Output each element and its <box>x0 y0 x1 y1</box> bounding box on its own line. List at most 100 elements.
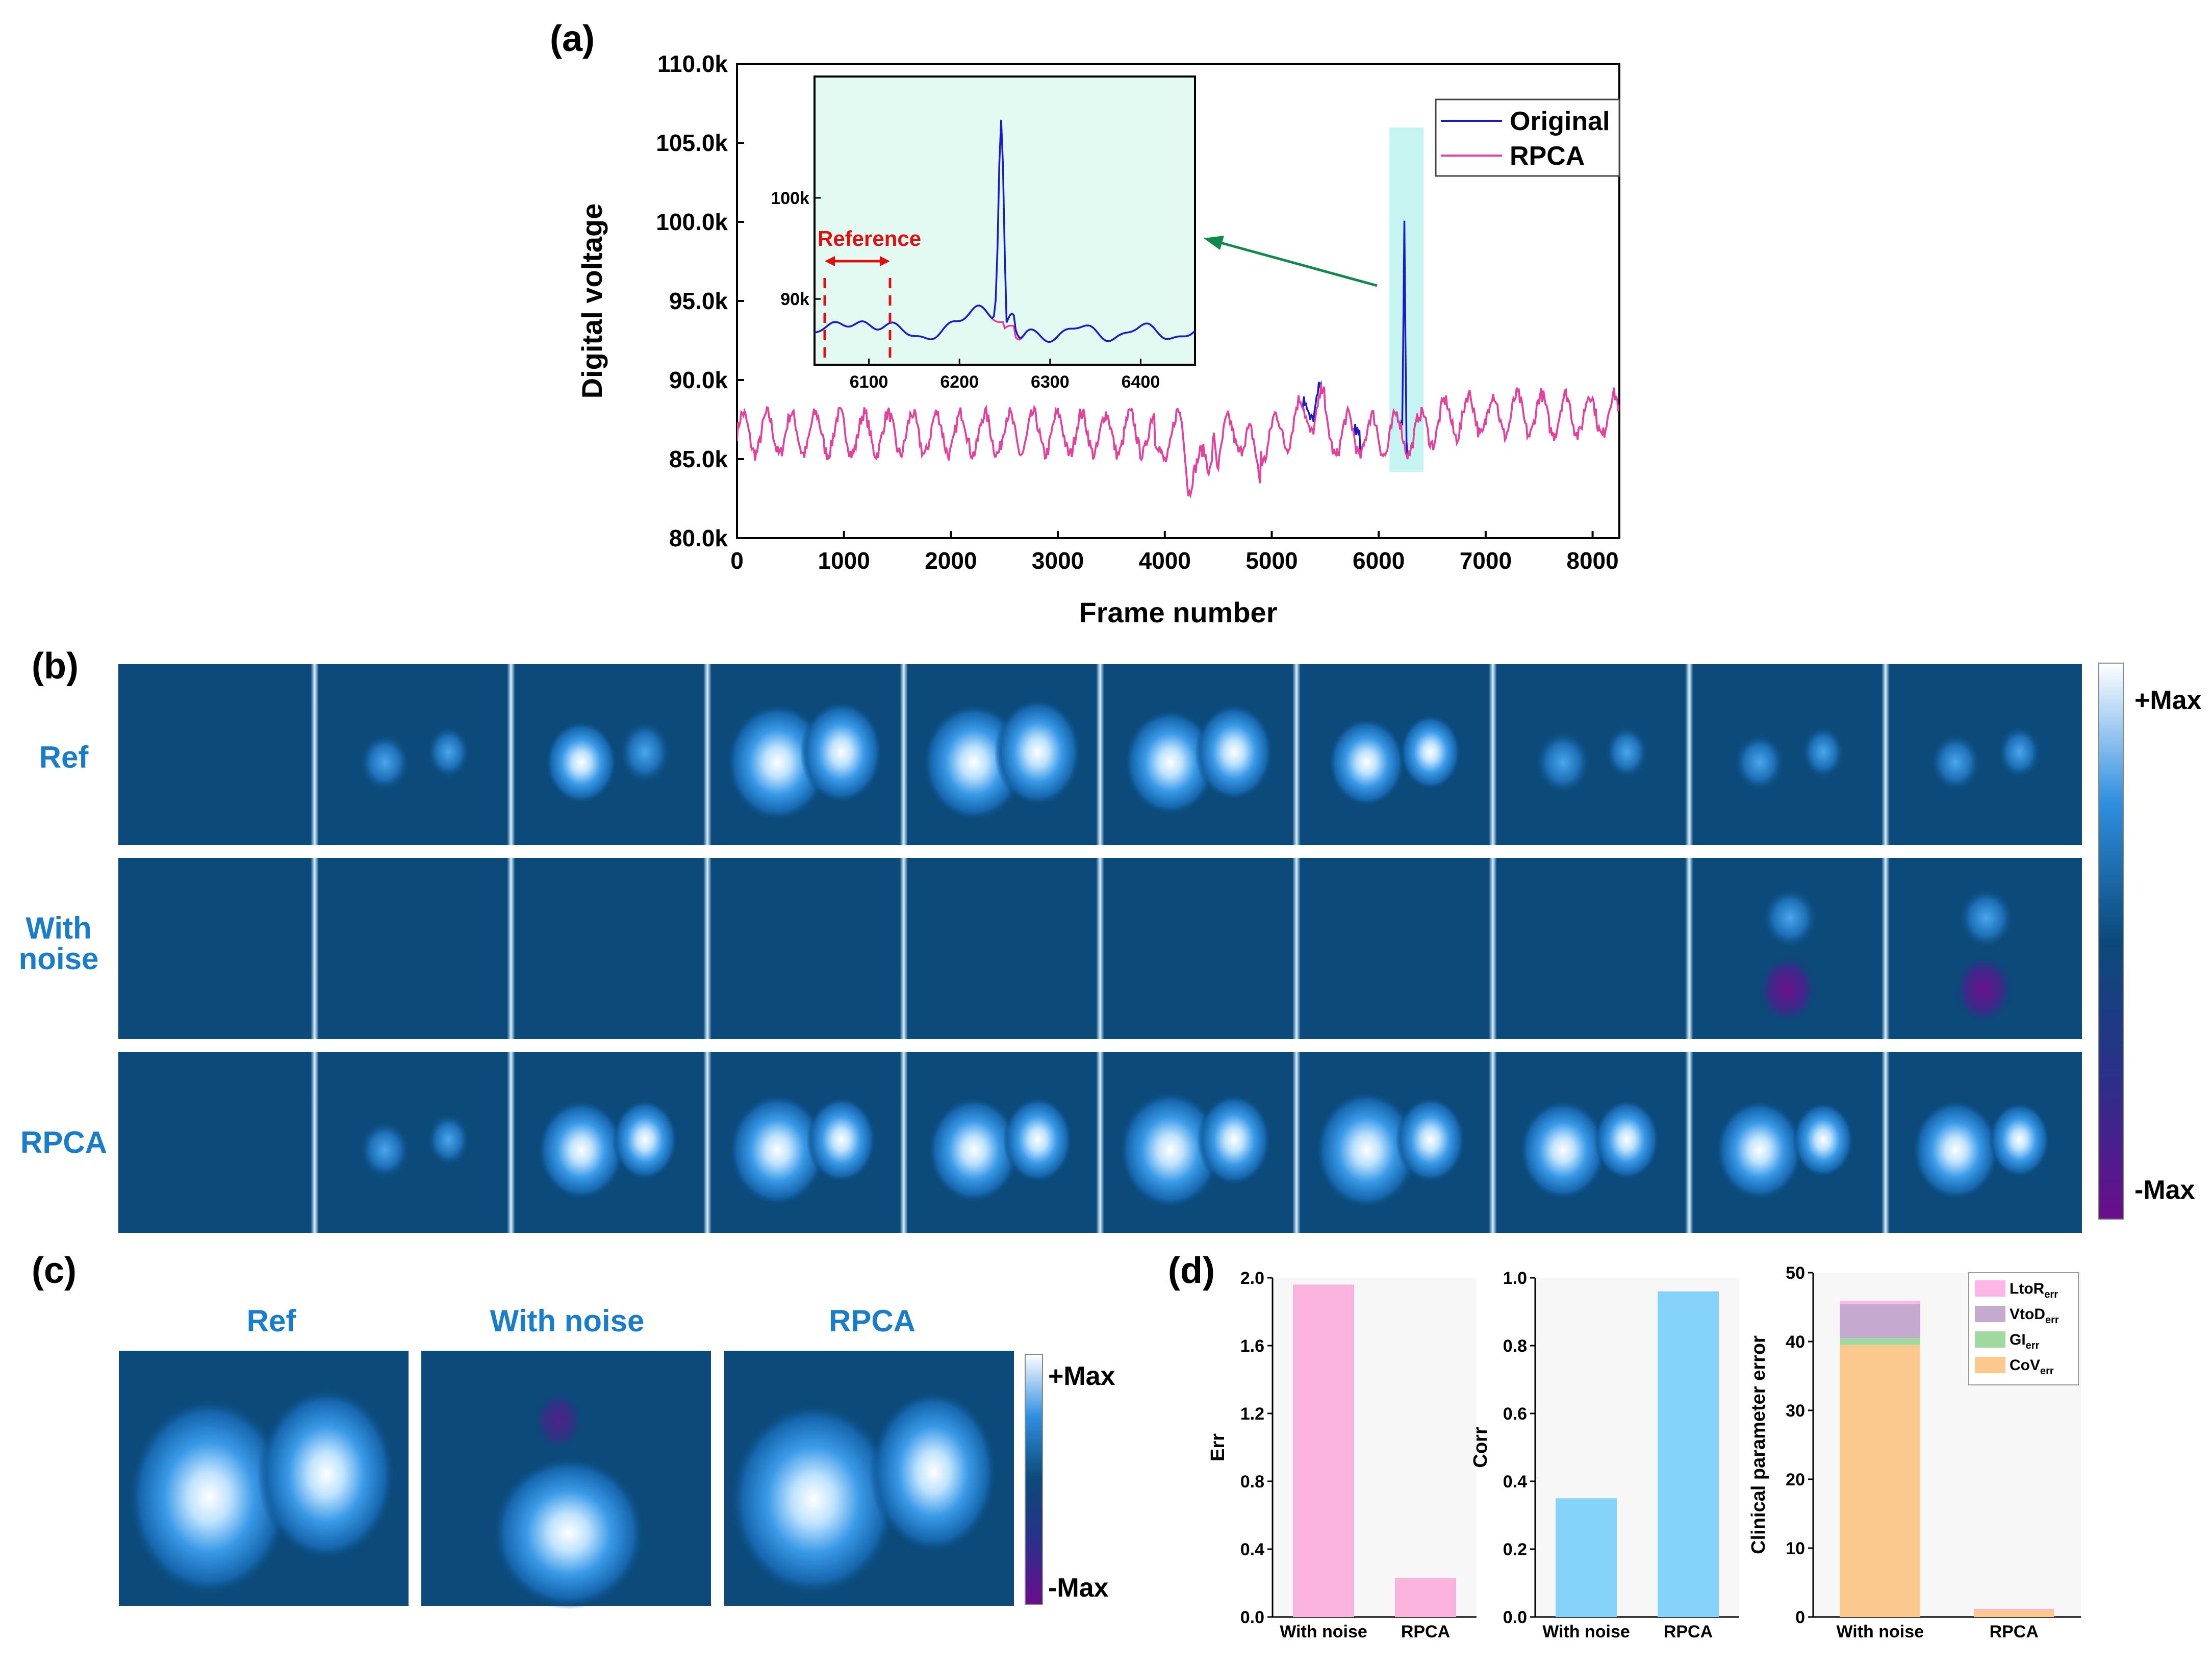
row-label-with: With <box>26 911 91 945</box>
heatmap-frame <box>900 858 1100 1039</box>
y-tick-label: 0.8 <box>1240 1472 1264 1492</box>
colorbar-b-gradient <box>2098 663 2124 1220</box>
legend-label-rpca: RPCA <box>1510 141 1585 171</box>
bar <box>1556 1498 1617 1617</box>
panel-c: Ref With noise RPCA +Max -Max <box>119 1304 1115 1609</box>
y-tick-label: 0 <box>1795 1608 1805 1627</box>
x-tick-label: RPCA <box>1664 1622 1713 1641</box>
chart-d-corr: 0.0 0.2 0.4 0.6 0.8 1.0 With noise RPCA Corr <box>1470 1269 1739 1641</box>
y-tick-label: 0.4 <box>1240 1540 1264 1559</box>
y-tick-label: 100.0k <box>656 209 728 235</box>
panel-c-image-rpca <box>724 1351 1014 1606</box>
legend-label-original: Original <box>1510 107 1610 136</box>
heatmap-frame <box>1489 1052 1689 1233</box>
x-tick-label: RPCA <box>1990 1622 2039 1641</box>
heatmap-frame <box>311 858 511 1039</box>
panel-label-c: (c) <box>32 1250 77 1291</box>
colorbar-c-gradient <box>1025 1354 1043 1605</box>
heatmap-frame <box>507 858 707 1039</box>
colorbar-b-max: +Max <box>2134 686 2202 715</box>
row-label-rpca: RPCA <box>20 1125 107 1159</box>
x-axis-title-a: Frame number <box>1079 596 1278 628</box>
x-tick-label: 1000 <box>818 547 870 574</box>
zoom-arrow-head <box>1204 236 1224 250</box>
x-tick-label: 3000 <box>1032 547 1084 574</box>
y-axis-title-a: Digital voltage <box>576 204 608 399</box>
y-tick-label: 85.0k <box>669 446 728 472</box>
bar-segment-cov <box>1974 1610 2054 1617</box>
heatmap-frame <box>311 664 511 845</box>
inset-y-tick-label: 90k <box>780 290 809 309</box>
panel-c-title-rpca: RPCA <box>829 1304 916 1338</box>
legend-swatch-ltor <box>1975 1280 2005 1297</box>
x-tick-label: 4000 <box>1139 547 1191 574</box>
heatmap-frame <box>1685 1052 1886 1233</box>
panel-c-title-noise: With noise <box>490 1304 645 1338</box>
heatmap-frame <box>311 1052 511 1233</box>
legend-a: Original RPCA <box>1435 98 1620 177</box>
y-axis-title: Clinical parameter error <box>1748 1335 1769 1554</box>
chart-a: 80.0k 85.0k 90.0k 95.0k 100.0k 105.0k 110.0k 0… <box>576 50 1620 628</box>
x-tick-label: 8000 <box>1566 547 1618 574</box>
heatmap-frame <box>1096 664 1296 845</box>
inset-series-original <box>815 119 1195 343</box>
y-tick-label: 1.6 <box>1240 1336 1264 1356</box>
y-tick-label: 80.0k <box>669 525 728 551</box>
panel-c-image-ref <box>119 1351 409 1606</box>
y-tick-label: 0.0 <box>1503 1608 1527 1627</box>
x-tick-label: RPCA <box>1401 1622 1450 1641</box>
legend-box <box>1435 98 1620 177</box>
heatmap-frame <box>1292 664 1493 845</box>
y-tick-label: 110.0k <box>657 50 728 77</box>
heatmap-frame <box>507 664 707 845</box>
x-tick-label: With noise <box>1836 1622 1924 1641</box>
bar-segment-ltor <box>1974 1608 2054 1610</box>
row-label-noise: noise <box>19 942 99 976</box>
chart-d-err: 0.0 0.4 0.8 1.2 1.6 2.0 With noise RPCA Err <box>1207 1269 1477 1641</box>
x-tick-label: With noise <box>1280 1622 1367 1641</box>
inset-x-tick-label: 6400 <box>1122 372 1160 392</box>
heatmap-frame <box>900 1052 1100 1233</box>
series-line-rpca <box>737 383 1619 499</box>
legend-swatch-vtod <box>1975 1306 2005 1322</box>
x-tick-label: 7000 <box>1460 547 1512 574</box>
heatmap-frame <box>1882 858 2082 1039</box>
heatmap-frame <box>1489 664 1689 845</box>
colorbar-b-min: -Max <box>2134 1175 2195 1205</box>
y-tick-label: 2.0 <box>1240 1269 1264 1288</box>
y-tick-label: 20 <box>1786 1470 1805 1489</box>
panel-label-a: (a) <box>550 18 595 59</box>
y-tick-label: 1.0 <box>1503 1269 1527 1288</box>
heatmap-frame <box>1096 858 1296 1039</box>
panel-c-image-with-noise <box>421 1351 711 1609</box>
heatmap-frame <box>1096 1052 1296 1233</box>
heatmap-frame <box>118 858 315 1039</box>
y-tick-label: 95.0k <box>669 288 728 314</box>
heatmap-frame <box>1882 664 2082 845</box>
bar <box>1658 1291 1719 1617</box>
heatmap-frame <box>703 1052 904 1233</box>
colorbar-c-max: +Max <box>1048 1361 1115 1391</box>
panel-label-b: (b) <box>32 646 79 687</box>
row-label-ref: Ref <box>39 740 89 774</box>
panel-c-title-ref: Ref <box>247 1304 297 1338</box>
inset-x-tick-label: 6200 <box>940 372 979 392</box>
heatmap-frame <box>703 858 904 1039</box>
y-tick-label: 105.0k <box>656 130 728 156</box>
x-tick-label: With noise <box>1542 1622 1630 1641</box>
reference-arrow-right <box>880 256 890 266</box>
y-tick-label: 0.4 <box>1503 1472 1527 1492</box>
inset-x-tick-label: 6300 <box>1031 372 1070 392</box>
inset-x-tick-label: 6100 <box>850 372 888 392</box>
bar-segment-vtod <box>1840 1303 1920 1338</box>
y-axis-title: Err <box>1207 1433 1229 1461</box>
legend-swatch-cov <box>1975 1357 2005 1373</box>
y-tick-label: 0.6 <box>1503 1404 1527 1424</box>
inset-a: 6100 6200 6300 6400 90k 100k Reference <box>771 75 1196 392</box>
bar-segment-cov <box>1840 1345 1920 1617</box>
y-tick-label: 40 <box>1786 1332 1805 1352</box>
colorbar-b: +Max -Max <box>2098 663 2202 1220</box>
x-tick-label: 0 <box>730 547 744 574</box>
